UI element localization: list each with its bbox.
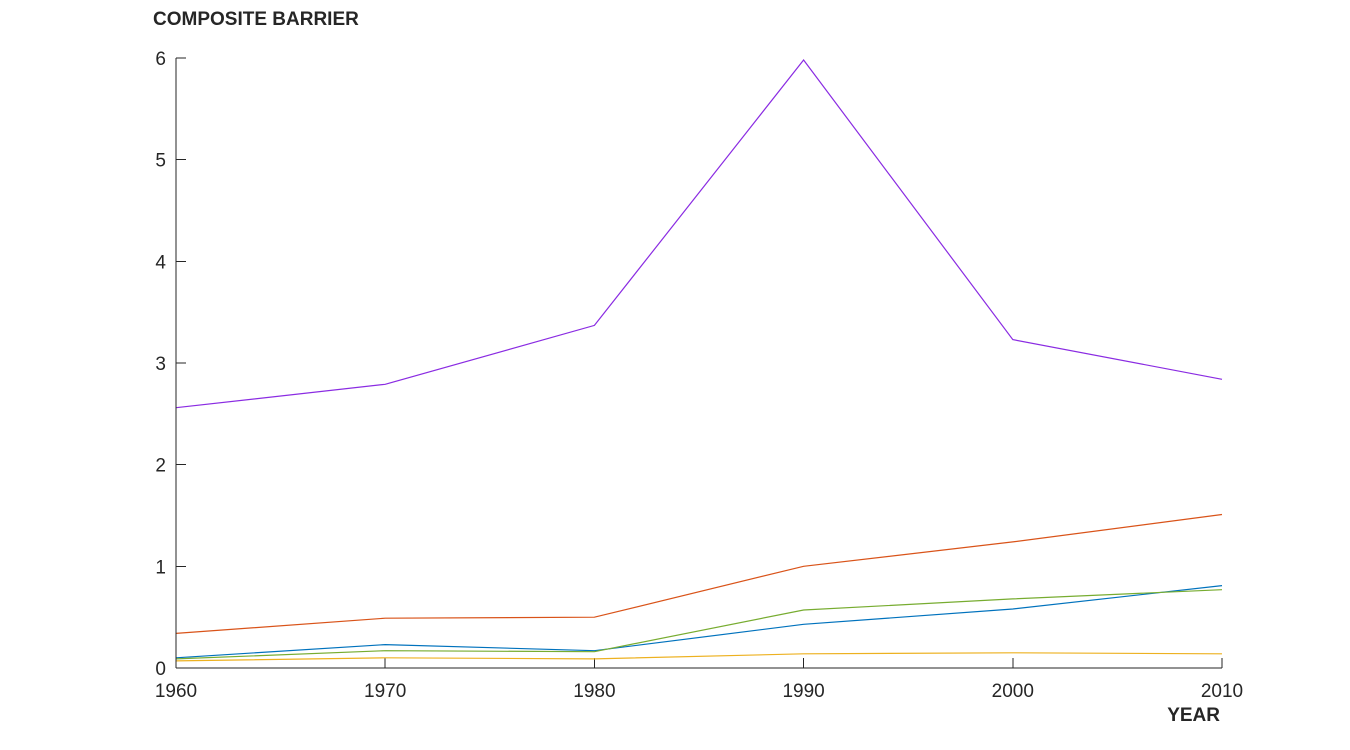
series-line-5: [175, 589, 1223, 660]
x-tick-label: 1960: [155, 681, 197, 702]
x-tick-label: 2000: [992, 681, 1034, 702]
y-axis-title: COMPOSITE BARRIER: [153, 9, 359, 30]
series-line-1: [175, 585, 1223, 659]
series-layer: [175, 59, 1223, 662]
series-line-2: [175, 513, 1223, 634]
y-tick-label: 2: [155, 456, 166, 477]
y-tick-label: 4: [155, 252, 166, 273]
x-axis-title: YEAR: [1167, 705, 1220, 726]
y-tick-label: 1: [155, 557, 166, 578]
x-tick-label: 1990: [782, 681, 824, 702]
x-tick-label: 2010: [1201, 681, 1243, 702]
y-tick-label: 0: [155, 659, 166, 680]
y-tick-label: 6: [155, 49, 166, 70]
x-tick-label: 1980: [573, 681, 615, 702]
y-tick-label: 5: [155, 151, 166, 172]
y-tick-label: 3: [155, 354, 166, 375]
x-tick-label: 1970: [364, 681, 406, 702]
ticks-layer: 1960 1970 1980 1990 2000 2010 0 1 2 3 4 5 6: [155, 49, 1243, 702]
series-line-3: [175, 652, 1223, 662]
series-line-4: [175, 59, 1223, 409]
